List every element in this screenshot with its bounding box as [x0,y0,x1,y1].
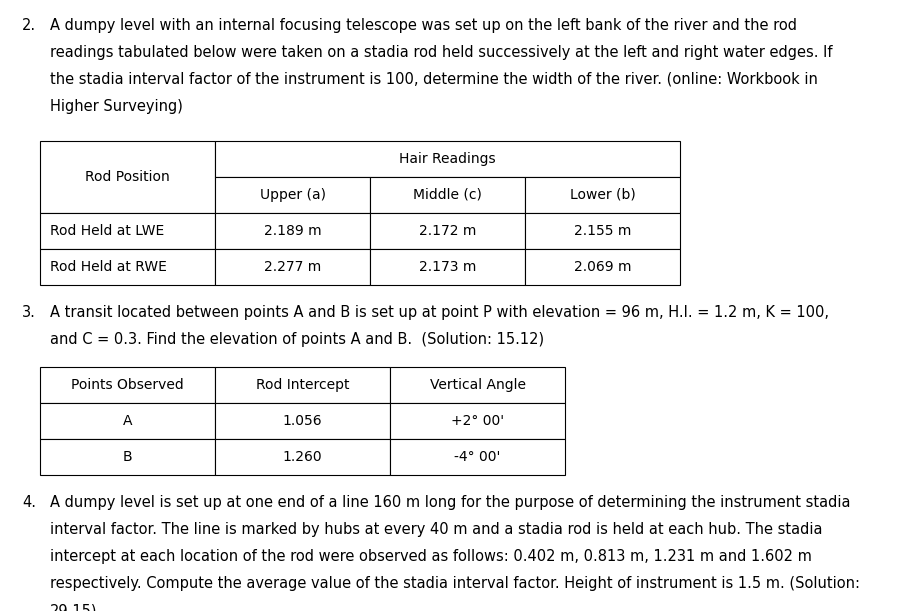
Text: B: B [123,450,132,464]
Bar [525,177,680,213]
Bar [40,439,215,475]
Bar [40,403,215,439]
Text: respectively. Compute the average value of the stadia interval factor. Height of: respectively. Compute the average value … [50,576,860,591]
Text: A: A [123,414,132,428]
Bar [215,249,370,285]
Bar [40,249,215,285]
Bar [215,213,370,249]
Text: A dumpy level with an internal focusing telescope was set up on the left bank of: A dumpy level with an internal focusing … [50,18,797,33]
Bar [525,213,680,249]
Text: 4.: 4. [22,495,36,510]
Text: Upper (a): Upper (a) [259,188,326,202]
Text: +2° 00': +2° 00' [451,414,504,428]
Text: 2.173 m: 2.173 m [419,260,476,274]
Text: interval factor. The line is marked by hubs at every 40 m and a stadia rod is he: interval factor. The line is marked by h… [50,522,822,537]
Text: Vertical Angle: Vertical Angle [429,378,525,392]
Text: A dumpy level is set up at one end of a line 160 m long for the purpose of deter: A dumpy level is set up at one end of a … [50,495,850,510]
Bar [40,141,215,213]
Bar [215,177,370,213]
Text: 1.260: 1.260 [282,450,322,464]
Text: Rod Held at RWE: Rod Held at RWE [50,260,167,274]
Text: 2.277 m: 2.277 m [264,260,321,274]
Bar [215,141,680,177]
Text: 2.155 m: 2.155 m [574,224,631,238]
Text: 29.15): 29.15) [50,603,98,611]
Text: intercept at each location of the rod were observed as follows: 0.402 m, 0.813 m: intercept at each location of the rod we… [50,549,812,564]
Bar [370,213,525,249]
Text: the stadia interval factor of the instrument is 100, determine the width of the : the stadia interval factor of the instru… [50,72,818,87]
Bar [215,367,390,403]
Text: Lower (b): Lower (b) [569,188,635,202]
Bar [390,403,565,439]
Bar [215,403,390,439]
Text: 3.: 3. [22,305,36,320]
Text: 1.056: 1.056 [282,414,322,428]
Bar [370,177,525,213]
Bar [370,249,525,285]
Text: A transit located between points A and B is set up at point P with elevation = 9: A transit located between points A and B… [50,305,829,320]
Text: Points Observed: Points Observed [71,378,184,392]
Text: 2.: 2. [22,18,36,33]
Text: Middle (c): Middle (c) [414,188,482,202]
Text: Rod Held at LWE: Rod Held at LWE [50,224,164,238]
Text: readings tabulated below were taken on a stadia rod held successively at the lef: readings tabulated below were taken on a… [50,45,833,60]
Text: -4° 00': -4° 00' [454,450,500,464]
Text: Hair Readings: Hair Readings [399,152,496,166]
Bar [40,367,215,403]
Bar [390,367,565,403]
Text: Higher Surveying): Higher Surveying) [50,99,183,114]
Bar [40,213,215,249]
Text: 2.069 m: 2.069 m [574,260,631,274]
Bar [215,439,390,475]
Bar [525,249,680,285]
Bar [390,439,565,475]
Text: and C = 0.3. Find the elevation of points A and B.  (Solution: 15.12): and C = 0.3. Find the elevation of point… [50,332,545,347]
Text: 2.189 m: 2.189 m [264,224,321,238]
Text: Rod Intercept: Rod Intercept [256,378,349,392]
Text: Rod Position: Rod Position [85,170,170,184]
Text: 2.172 m: 2.172 m [419,224,476,238]
